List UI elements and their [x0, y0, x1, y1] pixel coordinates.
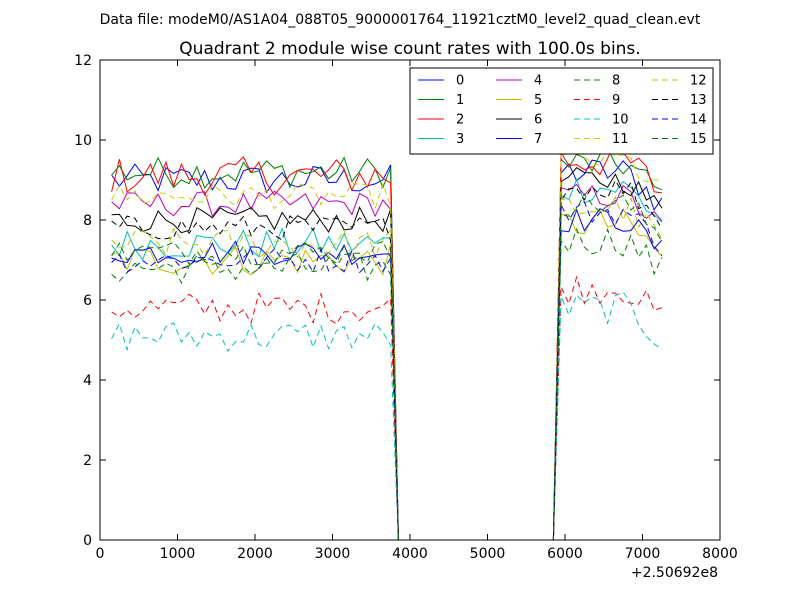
axis-ticks: 0 1000 2000 3000 4000 5000 6000 7000 80000246810… — [74, 53, 738, 562]
series-line-7 — [111, 208, 663, 541]
series-line-13 — [111, 179, 663, 541]
legend-label-6: 6 — [534, 113, 542, 128]
legend-label-1: 1 — [456, 93, 464, 108]
legend-label-13: 13 — [690, 93, 707, 108]
x-tick-label: 7000 — [625, 546, 661, 562]
legend-label-11: 11 — [612, 132, 629, 147]
y-tick-label: 0 — [83, 533, 92, 549]
legend-label-10: 10 — [612, 113, 629, 128]
series-line-15 — [111, 192, 663, 541]
series-line-9 — [111, 275, 663, 541]
x-tick-label: 5000 — [470, 546, 506, 562]
series-line-5 — [111, 207, 663, 541]
x-tick-label: 3000 — [315, 546, 351, 562]
series-line-6 — [111, 167, 663, 541]
y-tick-label: 6 — [83, 293, 92, 309]
legend-label-0: 0 — [456, 74, 464, 89]
y-tick-label: 2 — [83, 453, 92, 469]
plot-lines — [111, 141, 663, 541]
legend-label-3: 3 — [456, 132, 464, 147]
series-line-2 — [111, 141, 662, 541]
y-tick-label: 12 — [74, 53, 92, 69]
legend-label-14: 14 — [690, 113, 707, 128]
series-line-10 — [111, 291, 663, 541]
legend-label-5: 5 — [534, 93, 542, 108]
y-tick-label: 4 — [83, 373, 92, 389]
legend-label-8: 8 — [612, 74, 620, 89]
legend-label-7: 7 — [534, 132, 542, 147]
series-line-11 — [111, 147, 662, 541]
x-offset-label: +2.50692e8 — [631, 565, 718, 581]
x-tick-label: 2000 — [237, 546, 273, 562]
series-line-1 — [111, 147, 663, 541]
legend-label-2: 2 — [456, 113, 464, 128]
x-tick-label: 4000 — [392, 546, 428, 562]
x-tick-label: 1000 — [160, 546, 196, 562]
series-line-12 — [111, 195, 663, 541]
x-tick-label: 8000 — [702, 546, 738, 562]
series-line-8 — [111, 227, 663, 541]
legend-box — [409, 67, 714, 155]
legend-label-12: 12 — [690, 74, 707, 89]
x-tick-label: 6000 — [547, 546, 583, 562]
series-line-14 — [111, 201, 663, 541]
series-line-3 — [111, 177, 663, 541]
chart-title: Quadrant 2 module wise count rates with … — [179, 39, 640, 59]
y-tick-label: 8 — [83, 213, 92, 229]
x-tick-label: 0 — [96, 546, 105, 562]
legend-label-4: 4 — [534, 74, 542, 89]
legend-label-15: 15 — [690, 132, 707, 147]
y-tick-label: 10 — [74, 133, 92, 149]
chart-suptitle: Data file: modeM0/AS1A04_088T05_90000017… — [100, 12, 701, 28]
legend-label-9: 9 — [612, 93, 620, 108]
